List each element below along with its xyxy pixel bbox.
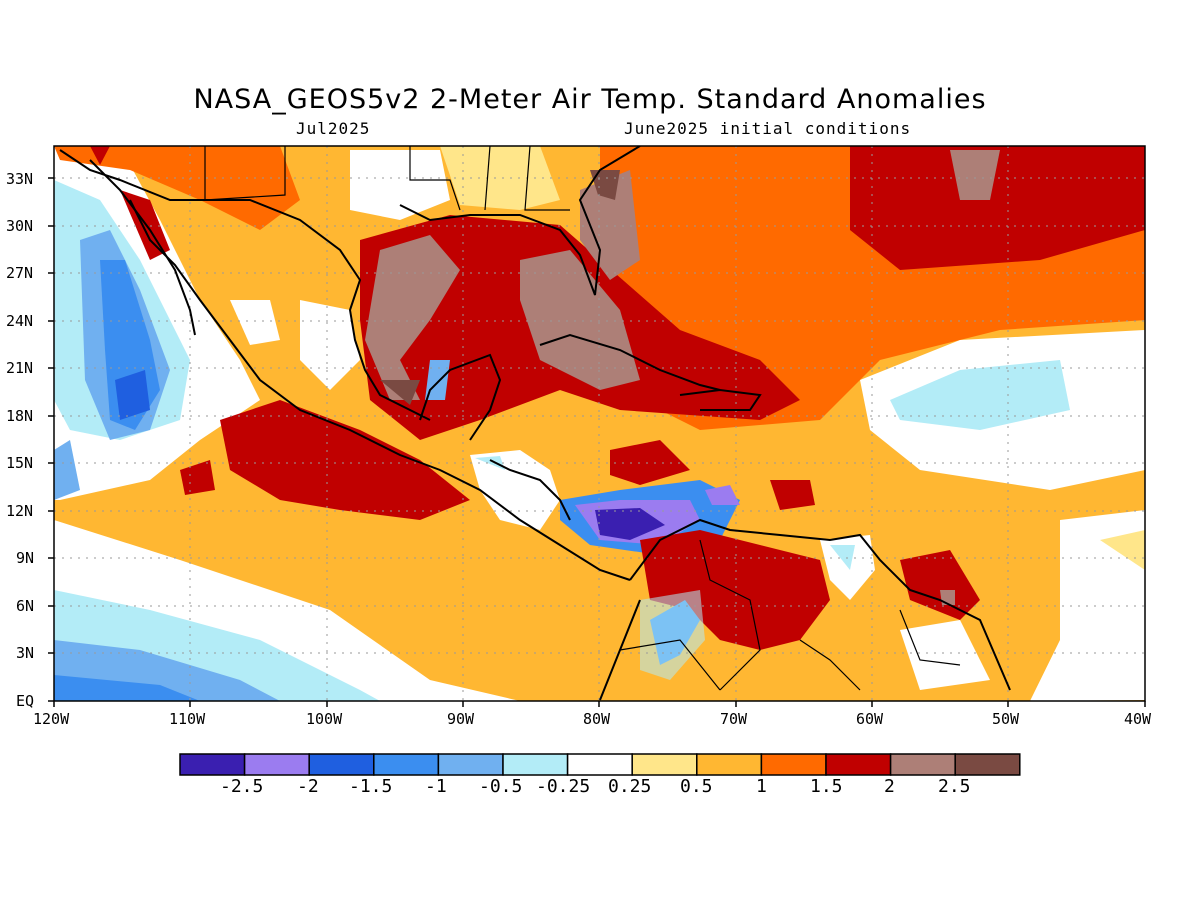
colorbar-label: 1.5 bbox=[810, 776, 843, 797]
lat-label-9n: 9N bbox=[16, 549, 35, 567]
colorbar-swatch bbox=[760, 753, 827, 776]
initial-conditions: June2025 initial conditions bbox=[624, 119, 912, 138]
colorbar-swatch bbox=[243, 753, 310, 776]
colorbar-swatch bbox=[696, 753, 763, 776]
lat-label-12n: 12N bbox=[6, 502, 34, 520]
colorbar-swatch bbox=[179, 753, 246, 776]
lon-label-100w: 100W bbox=[306, 710, 343, 728]
colorbar-swatch bbox=[502, 753, 569, 776]
colorbar-label: -0.25 bbox=[536, 776, 591, 797]
lon-label-120w: 120W bbox=[33, 710, 70, 728]
axis-ticks bbox=[48, 177, 1146, 707]
lon-label-70w: 70W bbox=[720, 710, 748, 728]
coastlines bbox=[59, 146, 1011, 701]
colorbar-label: -1.5 bbox=[349, 776, 393, 797]
colorbar-swatch bbox=[566, 753, 633, 776]
colorbar-label: 2 bbox=[884, 776, 895, 797]
colorbar-swatch bbox=[825, 753, 892, 776]
lat-label-eq: EQ bbox=[16, 692, 35, 710]
lat-label-30n: 30N bbox=[6, 217, 34, 235]
lat-label-3n: 3N bbox=[16, 644, 35, 662]
lon-label-40w: 40W bbox=[1124, 710, 1152, 728]
colorbar-swatch bbox=[437, 753, 504, 776]
lat-label-15n: 15N bbox=[6, 454, 34, 472]
anomaly-field bbox=[54, 146, 1145, 701]
colorbar-swatch bbox=[373, 753, 440, 776]
colorbar-swatch bbox=[631, 753, 698, 776]
borders bbox=[204, 146, 961, 691]
lon-label-60w: 60W bbox=[856, 710, 884, 728]
colorbar-label: -1 bbox=[425, 776, 447, 797]
colorbar-swatch bbox=[889, 753, 956, 776]
colorbar-label: 0.5 bbox=[680, 776, 713, 797]
lon-label-90w: 90W bbox=[447, 710, 475, 728]
lon-label-50w: 50W bbox=[992, 710, 1020, 728]
lon-label-80w: 80W bbox=[583, 710, 611, 728]
colorbar-label: 2.5 bbox=[938, 776, 971, 797]
colorbar-swatch bbox=[954, 753, 1021, 776]
colorbar-label: -2 bbox=[297, 776, 319, 797]
colorbar-label: 1 bbox=[756, 776, 767, 797]
lat-label-24n: 24N bbox=[6, 312, 34, 330]
lat-label-18n: 18N bbox=[6, 407, 34, 425]
colorbar bbox=[179, 753, 1021, 776]
lat-label-21n: 21N bbox=[6, 359, 34, 377]
lon-label-110w: 110W bbox=[169, 710, 206, 728]
graticule bbox=[54, 146, 1145, 701]
map-title: NASA_GEOS5v2 2-Meter Air Temp. Standard … bbox=[193, 84, 987, 115]
lat-label-27n: 27N bbox=[6, 264, 34, 282]
lat-label-6n: 6N bbox=[16, 597, 35, 615]
colorbar-label: -2.5 bbox=[220, 776, 264, 797]
colorbar-swatch bbox=[308, 753, 375, 776]
valid-month: Jul2025 bbox=[296, 119, 371, 138]
colorbar-label: -0.5 bbox=[479, 776, 523, 797]
colorbar-label: 0.25 bbox=[608, 776, 652, 797]
lat-label-33n: 33N bbox=[6, 170, 34, 188]
